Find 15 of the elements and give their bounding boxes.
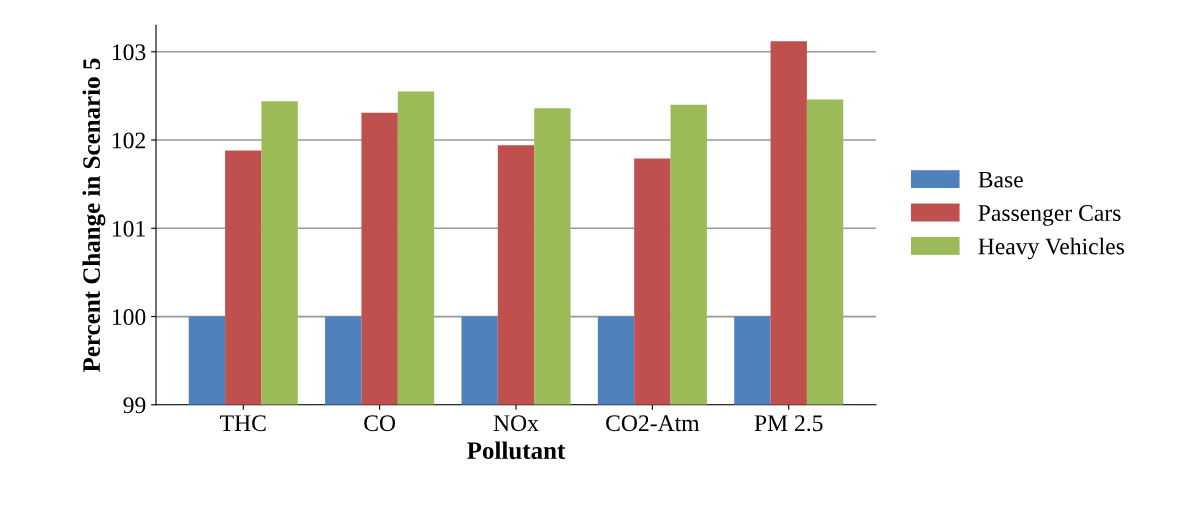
y-tick-label: 101 bbox=[112, 220, 145, 237]
x-tick-label: CO bbox=[364, 415, 396, 432]
legend-label: Passenger Cars bbox=[978, 205, 1121, 226]
x-tick-label: NOx bbox=[493, 415, 539, 432]
x-tick-label: THC bbox=[220, 415, 266, 432]
x-axis-title: Pollutant bbox=[467, 441, 566, 460]
y-tick-label: 102 bbox=[112, 132, 145, 149]
legend-label: Base bbox=[978, 171, 1023, 188]
x-tick-label: PM 2.5 bbox=[754, 415, 823, 432]
y-tick-label: 100 bbox=[112, 309, 146, 325]
x-tick-label: CO2-Atm bbox=[606, 415, 700, 432]
y-axis-title: Percent Change in Scenario 5 bbox=[82, 58, 106, 373]
legend-label: Heavy Vehicles bbox=[978, 237, 1124, 260]
y-tick-label: 103 bbox=[112, 44, 146, 61]
y-tick-label: 99 bbox=[123, 397, 146, 414]
